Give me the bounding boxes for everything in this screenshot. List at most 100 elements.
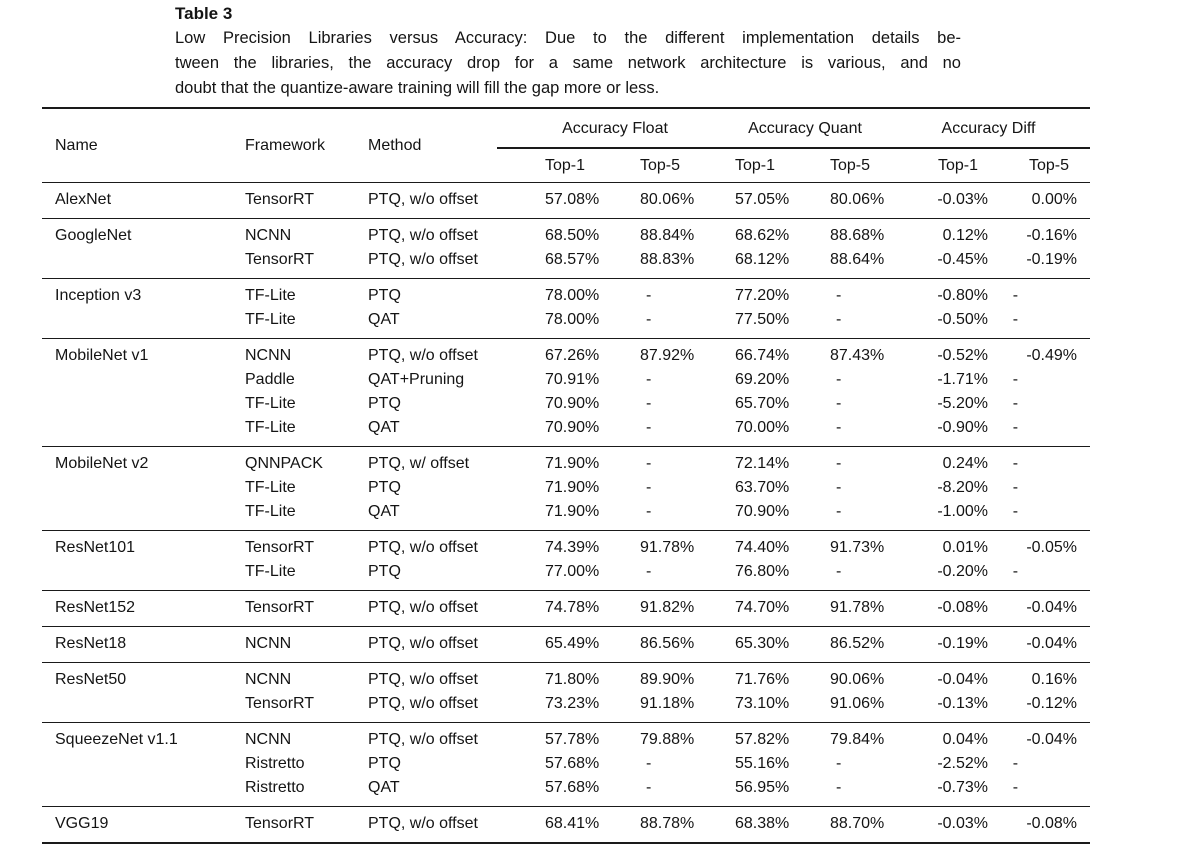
table-row: MobileNet v1 NCNN PTQ, w/o offset 67.26% 87.… [42, 339, 1090, 369]
cell-float-top5: - [646, 395, 652, 412]
table-row: Inception v3 TF-Lite PTQ 78.00% - 77.20% - -0.8… [42, 279, 1090, 309]
cell-framework: TensorRT [245, 191, 315, 208]
table-row: ResNet18 NCNN PTQ, w/o offset 65.49% 86.56% 6… [42, 627, 1090, 663]
cell-float-top1: 71.90% [545, 503, 600, 520]
cell-diff-top1: -5.20% [937, 395, 989, 412]
cell-quant-top1: 77.50% [735, 311, 790, 328]
cell-spacer [1077, 560, 1090, 591]
cell-framework: TF-Lite [245, 287, 296, 304]
cell-quant-top1: 70.90% [735, 503, 790, 520]
col-header-accuracy-diff: Accuracy Diff [941, 120, 1036, 137]
cell-framework: QNNPACK [245, 455, 323, 472]
cell-quant-top5: 79.84% [830, 731, 885, 748]
cell-quant-top1: 57.82% [735, 731, 790, 748]
cell-quant-top5: 87.43% [830, 347, 885, 364]
cell-quant-top5: - [836, 371, 842, 388]
table-caption-line: Low Precision Libraries versus Accuracy:… [175, 29, 961, 47]
accuracy-results-table: Name Framework Method Accuracy Float Acc… [42, 107, 1091, 844]
col-header-accuracy-quant: Accuracy Quant [748, 120, 862, 137]
table-header: Name Framework Method Accuracy Float Acc… [42, 108, 1091, 183]
cell-quant-top5: - [836, 563, 842, 580]
cell-spacer [1077, 476, 1090, 500]
cell-quant-top5: 88.68% [830, 227, 885, 244]
cell-quant-top1: 77.20% [735, 287, 790, 304]
cell-diff-top1: -0.73% [937, 779, 989, 796]
col-header-diff-top1: Top-1 [937, 156, 979, 174]
cell-diff-top1: -1.00% [937, 503, 989, 520]
model-group: GoogleNet NCNN PTQ, w/o offset 68.50% 88.84%… [42, 218, 1091, 279]
cell-model-name [42, 392, 240, 416]
cell-diff-top5: -0.49% [1026, 347, 1078, 364]
cell-framework: TensorRT [245, 539, 315, 556]
cell-model-name: Inception v3 [55, 287, 142, 304]
cell-framework: Ristretto [245, 755, 305, 772]
col-header-float-top1: Top-1 [545, 156, 586, 174]
cell-diff-top1: 0.24% [942, 455, 989, 472]
cell-diff-top1: -0.80% [937, 287, 989, 304]
cell-model-name: ResNet18 [55, 635, 127, 652]
cell-float-top5: 88.84% [640, 227, 695, 244]
model-group: SqueezeNet v1.1 NCNN PTQ, w/o offset 57.78%… [42, 722, 1091, 807]
cell-framework: NCNN [245, 635, 292, 652]
table-row: ResNet50 NCNN PTQ, w/o offset 71.80% 89.90% 7… [42, 663, 1090, 693]
col-header-quant-top5: Top-5 [830, 156, 871, 174]
cell-method: PTQ, w/o offset [368, 539, 478, 556]
cell-method: QAT [368, 419, 400, 436]
cell-quant-top5: - [836, 287, 842, 304]
cell-diff-top5: - [1012, 371, 1019, 388]
col-header-diff-top5: Top-5 [1029, 156, 1070, 174]
cell-quant-top1: 65.70% [735, 395, 790, 412]
cell-float-top5: - [646, 287, 652, 304]
cell-quant-top1: 56.95% [735, 779, 790, 796]
cell-quant-top5: - [836, 503, 842, 520]
cell-diff-top5: - [1012, 563, 1019, 580]
cell-quant-top1: 63.70% [735, 479, 790, 496]
cell-quant-top5: - [836, 479, 842, 496]
cell-model-name: GoogleNet [55, 227, 132, 244]
table-row: SqueezeNet v1.1 NCNN PTQ, w/o offset 57.78%… [42, 723, 1090, 753]
model-group: Inception v3 TF-Lite PTQ 78.00% - 77.20% - -0.8… [42, 278, 1091, 339]
table-row: TensorRT PTQ, w/o offset 68.57% 88.83% 68.12… [42, 248, 1090, 279]
cell-diff-top5: -0.04% [1026, 635, 1078, 652]
col-header-method: Method [368, 136, 422, 154]
cell-model-name: MobileNet v1 [55, 347, 149, 364]
cell-float-top1: 70.90% [545, 395, 600, 412]
cell-diff-top5: -0.04% [1026, 731, 1078, 748]
table-row: TF-Lite PTQ 70.90% - 65.70% - -5.20% - [42, 392, 1090, 416]
cell-float-top1: 68.57% [545, 251, 600, 268]
cell-method: PTQ, w/o offset [368, 347, 478, 364]
cell-quant-top5: - [836, 419, 842, 436]
table-row: TensorRT PTQ, w/o offset 73.23% 91.18% 73.10… [42, 692, 1090, 723]
cell-diff-top1: 0.01% [942, 539, 989, 556]
cell-spacer [1077, 279, 1090, 309]
cell-framework: TensorRT [245, 599, 315, 616]
cell-diff-top5: - [1012, 779, 1019, 796]
cell-float-top5: - [646, 563, 652, 580]
table-row: GoogleNet NCNN PTQ, w/o offset 68.50% 88.84%… [42, 219, 1090, 249]
cell-float-top5: 86.56% [640, 635, 695, 652]
cell-model-name [42, 248, 240, 279]
cell-diff-top5: -0.19% [1026, 251, 1078, 268]
header-group-row: Name Framework Method Accuracy Float Acc… [42, 108, 1090, 154]
cell-float-top5: 91.82% [640, 599, 695, 616]
cell-float-top1: 77.00% [545, 563, 600, 580]
cell-diff-top5: -0.12% [1026, 695, 1078, 712]
model-group: ResNet18 NCNN PTQ, w/o offset 65.49% 86.56% 6… [42, 626, 1091, 663]
cell-float-top1: 74.39% [545, 539, 600, 556]
cell-diff-top1: -0.20% [937, 563, 989, 580]
cell-quant-top5: - [836, 455, 842, 472]
cell-quant-top1: 73.10% [735, 695, 790, 712]
cell-diff-top1: -0.04% [937, 671, 989, 688]
cell-framework: NCNN [245, 671, 292, 688]
cell-spacer [1077, 531, 1090, 561]
table-row: ResNet152 TensorRT PTQ, w/o offset 74.78% 91… [42, 591, 1090, 627]
cell-method: QAT+Pruning [368, 371, 465, 388]
table-row: Paddle QAT+Pruning 70.91% - 69.20% - -1.71% - [42, 368, 1090, 392]
cell-framework: NCNN [245, 731, 292, 748]
cell-float-top1: 74.78% [545, 599, 600, 616]
model-group: ResNet152 TensorRT PTQ, w/o offset 74.78% 91… [42, 590, 1091, 627]
cell-model-name [42, 560, 240, 591]
cell-diff-top1: -1.71% [937, 371, 989, 388]
cell-framework: TensorRT [245, 251, 315, 268]
cell-diff-top1: -0.03% [937, 191, 989, 208]
